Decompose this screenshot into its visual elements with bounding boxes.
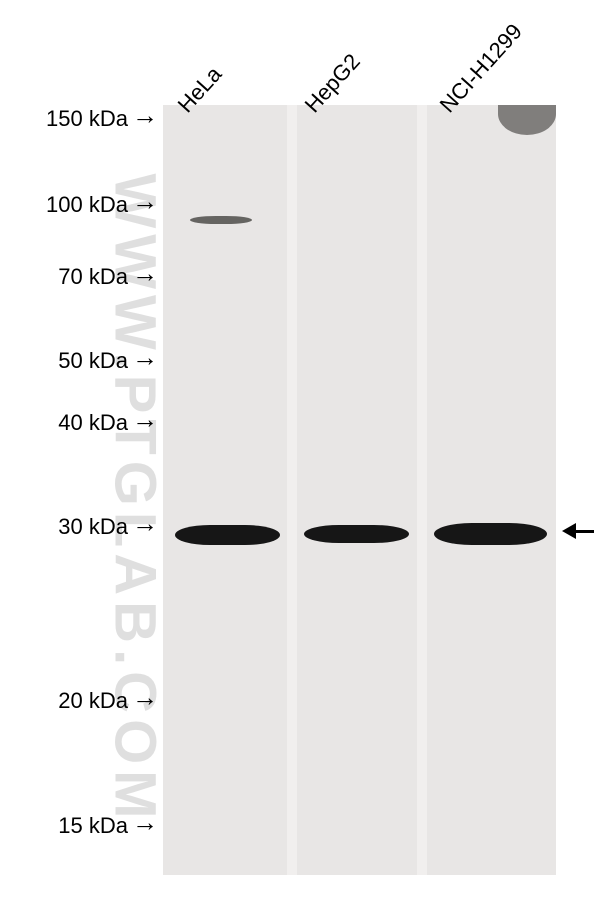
mw-marker-label: 30 kDa <box>58 514 128 540</box>
protein-band <box>434 523 547 545</box>
mw-marker-arrow-icon: → <box>132 809 158 835</box>
lane-divider <box>417 105 427 875</box>
mw-marker-label: 50 kDa <box>58 348 128 374</box>
mw-marker-arrow-icon: → <box>132 102 158 128</box>
band-indicator-arrow-icon <box>562 523 576 539</box>
mw-marker-label: 40 kDa <box>58 410 128 436</box>
western-blot-figure: WWW.PTGLAB.COM HeLaHepG2NCI-H1299 150 kD… <box>0 0 600 903</box>
lane-label: NCI-H1299 <box>435 19 528 118</box>
faint-band <box>190 216 252 224</box>
mw-marker-label: 15 kDa <box>58 813 128 839</box>
mw-marker-label: 150 kDa <box>46 106 128 132</box>
mw-marker-arrow-icon: → <box>132 406 158 432</box>
mw-marker-arrow-icon: → <box>132 684 158 710</box>
mw-marker-label: 100 kDa <box>46 192 128 218</box>
mw-marker-arrow-icon: → <box>132 188 158 214</box>
mw-marker-arrow-icon: → <box>132 344 158 370</box>
mw-marker-arrow-icon: → <box>132 510 158 536</box>
protein-band <box>175 525 280 545</box>
mw-marker-label: 20 kDa <box>58 688 128 714</box>
mw-marker-arrow-icon: → <box>132 260 158 286</box>
lane-divider <box>287 105 297 875</box>
mw-marker-label: 70 kDa <box>58 264 128 290</box>
protein-band <box>304 525 409 543</box>
